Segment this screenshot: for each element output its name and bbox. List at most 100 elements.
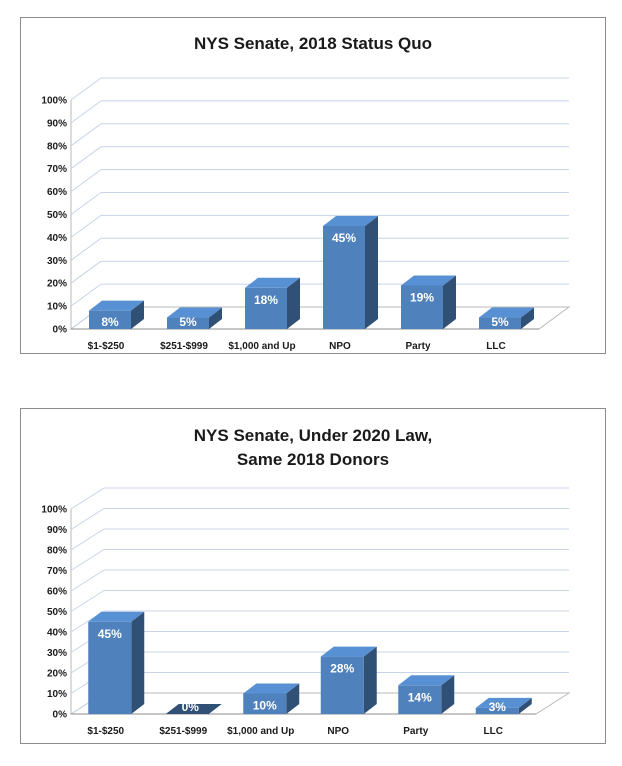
y-tick-label: 20% [47,279,67,290]
bar-top [320,646,377,657]
chart-2020-law-plot: NYS Senate, Under 2020 Law, Same 2018 Don… [41,426,571,737]
bar-side [286,683,300,714]
y-tick-label: 50% [47,607,67,618]
bar [89,300,144,329]
y-tick-label: 50% [47,210,67,221]
bar-side [363,646,377,714]
chart-title-line: NYS Senate, 2018 Status Quo [194,34,432,53]
chart-2020-law: NYS Senate, Under 2020 Law, Same 2018 Don… [20,408,606,744]
y-tick-label: 10% [47,689,67,700]
bar-front [398,685,442,714]
gridline-depth [70,77,102,101]
bar [401,275,456,329]
data-label: 45% [98,627,122,641]
category-label: $251-$999 [160,341,208,352]
y-tick-label: 90% [47,525,67,536]
chart-status-quo-plot: NYS Senate, 2018 Status Quo 0% 10% 20% 30% 40… [41,34,571,352]
data-label: 28% [330,662,354,676]
bar-side [131,300,144,329]
chart-title-line: NYS Senate, Under 2020 Law, [194,426,432,445]
gridline-depth [70,237,102,261]
bar-top [245,277,300,288]
gridline-depth [70,214,102,238]
bar-front [401,285,443,329]
bar-front [88,621,132,714]
bar [165,704,222,714]
category-label: $1-$250 [88,341,125,352]
y-tick-label: 30% [47,256,67,267]
data-label: 19% [410,290,434,304]
bar-front [320,656,364,714]
bar [398,675,455,714]
bar-side [521,307,534,329]
bar-top [243,683,300,694]
y-tick-label: 70% [47,164,67,175]
y-tick-label: 100% [41,96,67,107]
data-label: 3% [489,700,507,714]
y-tick-label: 40% [47,233,67,244]
data-label: 8% [101,315,119,329]
bar [475,697,532,714]
bar-front [89,310,131,329]
bar-front [167,317,209,329]
bar-front [479,317,521,329]
bar-front [245,287,287,329]
gridline-depth [70,146,102,170]
bar-top [323,215,378,226]
y-tick-label: 70% [47,566,67,577]
category-label: $1,000 and Up [228,341,295,352]
category-label: LLC [486,341,505,352]
y-tick-label: 100% [41,505,67,516]
y-tick-label: 80% [47,141,67,152]
bar-top [401,275,456,286]
category-label: $1-$250 [87,726,124,737]
bar-top [475,697,532,708]
category-label: $251-$999 [159,726,207,737]
chart-status-quo: NYS Senate, 2018 Status Quo 0% 10% 20% 30% 40… [20,17,606,354]
bar-top [165,704,222,714]
data-label: 14% [408,690,432,704]
bar [88,611,145,714]
gridline-depth [70,192,102,215]
category-label: Party [403,726,428,737]
chart-title-line: Same 2018 Donors [237,450,389,469]
gridline-depth [70,549,105,571]
gridline-depth [70,487,105,510]
bar [323,215,378,329]
gridline-depth [70,100,102,124]
y-tick-label: 0% [53,710,68,721]
y-tick-label: 90% [47,118,67,129]
gridline-depth [70,123,102,147]
bar-side [209,307,222,329]
gridline-depth [70,283,102,307]
bar [243,683,300,714]
bar-side [131,611,145,714]
bar-front [323,225,365,329]
bar-top [479,307,534,318]
y-tick-label: 20% [47,669,67,680]
data-label: 10% [253,699,277,713]
bar [245,277,300,329]
bar-top [89,300,144,311]
gridline-depth [70,590,105,612]
bar-side [441,675,455,714]
bar-top [398,675,455,686]
bar-side [365,215,378,329]
gridline-depth [70,508,105,530]
category-label: Party [405,341,430,352]
bar [320,646,377,714]
category-label: LLC [484,726,503,737]
y-tick-label: 60% [47,587,67,598]
data-label: 5% [491,315,509,329]
y-tick-label: 10% [47,302,67,313]
gridline-depth [70,528,105,551]
data-label: 0% [182,700,200,714]
bar-front [475,707,519,714]
bar-front [243,693,287,714]
gridline-depth [70,169,102,193]
bar-top [88,611,145,622]
bar-side [518,697,532,714]
bar-side [443,275,456,329]
bar-top [167,307,222,318]
data-label: 5% [179,315,197,329]
